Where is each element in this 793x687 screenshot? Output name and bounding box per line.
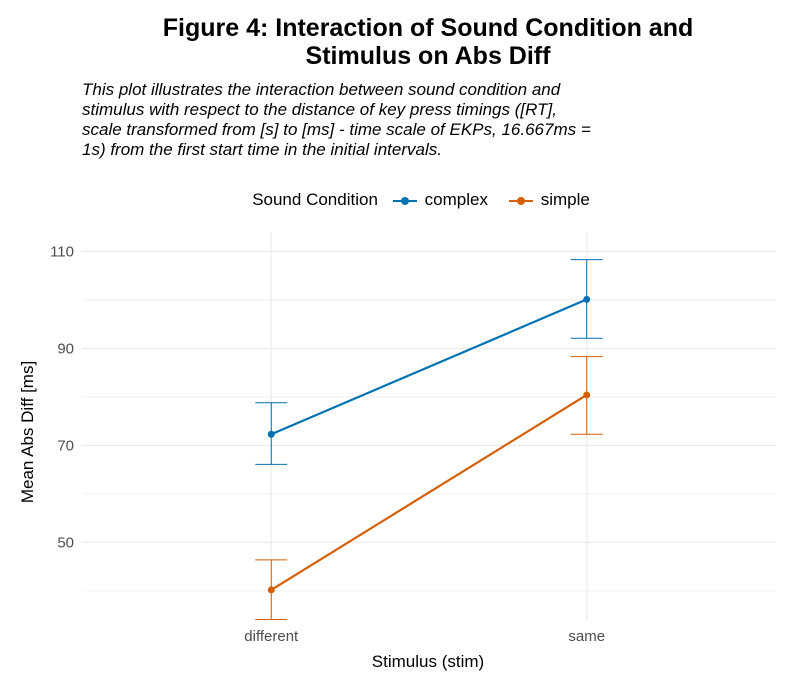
y-tick-label: 50 <box>57 534 74 551</box>
chart-title-line-2: Stimulus on Abs Diff <box>305 42 551 70</box>
x-tick-label: different <box>244 628 299 645</box>
chart-subtitle: This plot illustrates the interaction be… <box>82 80 722 160</box>
legend-label-complex: complex <box>424 190 488 209</box>
series-line-simple <box>270 394 588 591</box>
legend-label-simple: simple <box>540 190 590 209</box>
grid <box>82 232 776 620</box>
legend: Sound Condition complex simple <box>0 190 793 210</box>
legend-title: Sound Condition <box>252 190 378 209</box>
y-tick-label: 90 <box>57 340 74 357</box>
chart-subtitle-line-2: stimulus with respect to the distance of… <box>82 100 557 119</box>
y-tick-label: 70 <box>57 437 74 454</box>
legend-key-simple <box>507 194 535 208</box>
legend-entry-complex: complex <box>391 190 493 209</box>
tick-labels: 50 70 90 110 different same <box>50 243 605 645</box>
y-axis-title: Mean Abs Diff [ms] <box>18 361 37 503</box>
legend-key-complex <box>391 194 419 208</box>
data-point-complex <box>267 430 275 438</box>
chart-title: Figure 4: Interaction of Sound Condition… <box>0 14 793 70</box>
data-point-complex <box>583 295 591 303</box>
chart-subtitle-line-3: scale transformed from [s] to [ms] - tim… <box>82 120 591 139</box>
chart-subtitle-line-1: This plot illustrates the interaction be… <box>82 80 561 99</box>
data-point-simple <box>583 391 591 399</box>
chart-title-line-1: Figure 4: Interaction of Sound Condition… <box>162 14 694 42</box>
series-layer <box>255 259 603 621</box>
x-tick-label: same <box>568 628 605 645</box>
x-axis-title: Stimulus (stim) <box>372 652 484 671</box>
y-tick-label: 110 <box>50 243 74 260</box>
legend-entry-simple: simple <box>507 190 590 209</box>
series-line-complex <box>270 298 588 436</box>
chart-subtitle-line-4: 1s) from the first start time in the ini… <box>82 140 442 159</box>
data-point-simple <box>267 586 275 594</box>
